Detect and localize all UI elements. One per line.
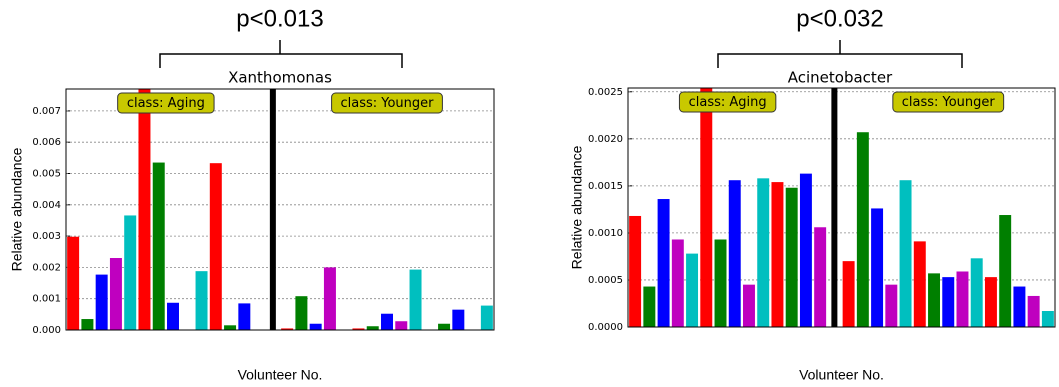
bar — [352, 328, 365, 330]
y-tick-label: 0.0000 — [588, 322, 623, 333]
subtitle: Xanthomonas — [228, 69, 332, 87]
y-tick-label: 0.006 — [32, 137, 61, 148]
class-badge — [678, 91, 777, 113]
bar — [366, 326, 379, 330]
bar — [1027, 295, 1040, 327]
bar — [1013, 286, 1026, 327]
bar — [686, 253, 699, 327]
bracket — [717, 40, 963, 68]
bar — [109, 258, 122, 330]
bar — [771, 182, 784, 327]
group-divider — [269, 89, 276, 330]
bar — [409, 269, 422, 330]
bar — [970, 258, 983, 327]
bar — [942, 277, 955, 327]
bar — [799, 173, 812, 327]
bar — [629, 215, 642, 327]
bar — [671, 239, 684, 327]
chart-title: p<0.013 — [236, 5, 323, 32]
bar — [913, 241, 926, 327]
bar — [95, 274, 108, 330]
class-label: class: Younger — [902, 95, 996, 110]
bar — [856, 132, 869, 327]
y-tick-label: 0.007 — [32, 106, 61, 117]
bar — [224, 325, 237, 330]
bar — [984, 277, 997, 327]
y-tick-label: 0.0015 — [588, 181, 623, 192]
bar — [700, 88, 713, 327]
class-badge — [331, 92, 443, 114]
class-badge — [892, 91, 1005, 113]
y-tick-label: 0.002 — [32, 262, 61, 273]
bar — [643, 286, 656, 327]
y-tick-label: 0.0005 — [588, 275, 623, 286]
class-badge — [117, 92, 215, 114]
bar — [480, 305, 493, 330]
bar — [238, 303, 251, 330]
class-label: class: Younger — [340, 96, 434, 111]
class-label: class: Aging — [127, 96, 205, 111]
bar — [999, 215, 1012, 327]
bar — [956, 271, 969, 327]
group-divider — [831, 88, 838, 327]
y-axis-label: Relative abundance — [9, 147, 25, 271]
bar — [885, 284, 898, 327]
chart-title: p<0.032 — [796, 5, 883, 32]
bracket — [159, 40, 403, 68]
bar — [657, 199, 670, 327]
bar — [295, 296, 308, 330]
x-axis-label: Volunteer No. — [799, 367, 884, 383]
bar — [438, 323, 451, 330]
bar — [785, 187, 798, 327]
bar — [728, 180, 741, 327]
bar — [209, 163, 222, 330]
plot-frame — [65, 88, 495, 331]
subtitle: Acinetobacter — [788, 69, 893, 87]
bar — [842, 261, 855, 327]
bar — [167, 302, 179, 330]
bar — [323, 267, 336, 330]
bar — [814, 227, 827, 327]
y-tick-label: 0.0020 — [588, 134, 623, 145]
bar — [1041, 311, 1054, 327]
bar — [152, 162, 165, 330]
bar — [743, 284, 755, 327]
y-tick-label: 0.003 — [32, 231, 61, 242]
y-tick-label: 0.005 — [32, 169, 61, 180]
plot-frame — [627, 87, 1056, 328]
bar — [195, 271, 208, 330]
bar — [899, 180, 912, 327]
y-axis-label: Relative abundance — [569, 145, 585, 269]
bar — [452, 309, 465, 330]
y-tick-label: 0.004 — [32, 200, 61, 211]
x-axis-label: Volunteer No. — [238, 367, 323, 383]
bar — [281, 328, 294, 330]
bar — [871, 208, 884, 327]
bar — [757, 178, 770, 327]
bar — [714, 239, 727, 327]
y-tick-label: 0.0025 — [588, 87, 623, 98]
bar — [81, 319, 94, 330]
bar — [138, 89, 151, 330]
bar — [67, 236, 80, 330]
bar — [395, 321, 408, 330]
y-tick-label: 0.001 — [32, 294, 61, 305]
bar — [124, 215, 137, 330]
bar — [381, 313, 393, 330]
y-tick-label: 0.000 — [32, 325, 61, 336]
class-label: class: Aging — [689, 95, 767, 110]
y-tick-label: 0.0010 — [588, 228, 623, 239]
bar — [309, 323, 322, 330]
bar — [928, 273, 940, 327]
